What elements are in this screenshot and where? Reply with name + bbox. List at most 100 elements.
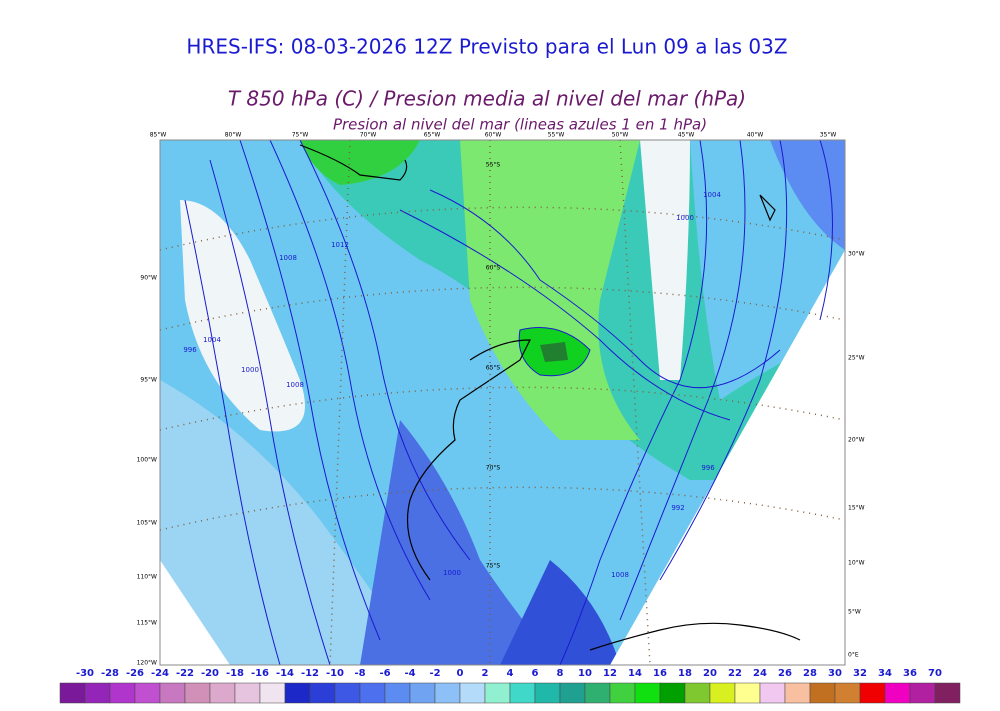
colorbar-box xyxy=(684,682,711,704)
colorbar-label: 4 xyxy=(507,668,514,679)
pressure-label: 992 xyxy=(671,504,684,512)
colorbar-box xyxy=(184,682,211,704)
colorbar-box xyxy=(209,682,236,704)
colorbar-box xyxy=(509,682,536,704)
lon-label: 55°W xyxy=(548,132,565,139)
colorbar-label: 8 xyxy=(557,668,564,679)
colorbar-box xyxy=(159,682,186,704)
colorbar-box xyxy=(409,682,436,704)
lon-label: 75°W xyxy=(292,132,309,139)
colorbar-box xyxy=(584,682,611,704)
lon-label: 30°W xyxy=(848,251,865,258)
colorbar-box xyxy=(934,682,961,704)
colorbar-label: -14 xyxy=(276,668,294,679)
colorbar-box xyxy=(234,682,261,704)
lon-label: 105°W xyxy=(137,520,157,527)
colorbar-label: 20 xyxy=(703,668,717,679)
lon-label: 45°W xyxy=(678,132,695,139)
colorbar: -30 -28 -26 -24 -22 -20 -18 -16 -14 -12 -10 -8 -6 -4-… xyxy=(59,668,961,704)
colorbar-box xyxy=(659,682,686,704)
colorbar-label: -6 xyxy=(379,668,390,679)
colorbar-label: 0 xyxy=(457,668,464,679)
lon-label: 15°W xyxy=(848,505,865,512)
lon-label: 90°W xyxy=(140,275,157,282)
colorbar-box xyxy=(884,682,911,704)
colorbar-label: 14 xyxy=(628,668,642,679)
pressure-label: 1000 xyxy=(676,214,694,222)
colorbar-label: 18 xyxy=(678,668,692,679)
lon-label: 95°W xyxy=(140,377,157,384)
colorbar-label: -28 xyxy=(101,668,119,679)
colorbar-box xyxy=(134,682,161,704)
pressure-label: 1008 xyxy=(279,254,297,262)
colorbar-box xyxy=(309,682,336,704)
colorbar-box xyxy=(484,682,511,704)
colorbar-label: 28 xyxy=(803,668,817,679)
colorbar-label: 2 xyxy=(482,668,489,679)
pressure-label: 1004 xyxy=(703,191,721,199)
lon-label: 40°W xyxy=(747,132,764,139)
subtitle: T 850 hPa (C) / Presion media al nivel d… xyxy=(228,87,746,111)
colorbar-box xyxy=(459,682,486,704)
pressure-label: 1000 xyxy=(443,569,461,577)
colorbar-box xyxy=(359,682,386,704)
colorbar-box xyxy=(734,682,761,704)
lon-label: 120°W xyxy=(137,660,157,667)
colorbar-label: -24 xyxy=(151,668,169,679)
lon-label: 25°W xyxy=(848,355,865,362)
colorbar-label: -20 xyxy=(201,668,219,679)
colorbar-label: -18 xyxy=(226,668,244,679)
colorbar-label: -16 xyxy=(251,668,269,679)
lon-label: 60°W xyxy=(485,132,502,139)
labels: 85°W 80°W 75°W 70°W 65°W 60°W 55°W 50°W 45°W 40°W… xyxy=(137,132,865,667)
colorbar-box xyxy=(534,682,561,704)
colorbar-label: 10 xyxy=(578,668,592,679)
colorbar-label: -26 xyxy=(126,668,144,679)
lon-label: 115°W xyxy=(137,620,157,627)
lat-label: 60°S xyxy=(486,265,501,272)
colorbar-label: 36 xyxy=(903,668,917,679)
colorbar-box xyxy=(259,682,286,704)
colorbar-box xyxy=(809,682,836,704)
lon-label: 80°W xyxy=(225,132,242,139)
lon-label: 70°W xyxy=(360,132,377,139)
pressure-label: 996 xyxy=(701,464,715,472)
colorbar-label: -8 xyxy=(354,668,365,679)
colorbar-label: 26 xyxy=(778,668,792,679)
colorbar-box xyxy=(559,682,586,704)
pressure-label: 1012 xyxy=(331,241,349,249)
map-frame xyxy=(159,139,846,666)
colorbar-box xyxy=(834,682,861,704)
lat-label: 70°S xyxy=(486,465,501,472)
colorbar-box xyxy=(784,682,811,704)
colorbar-label: -2 xyxy=(429,668,440,679)
pressure-label: 996 xyxy=(183,346,197,354)
colorbar-label: -10 xyxy=(326,668,344,679)
colorbar-label: 24 xyxy=(753,668,767,679)
colorbar-box xyxy=(384,682,411,704)
lon-label: 110°W xyxy=(137,574,157,581)
lon-label: 100°W xyxy=(137,457,157,464)
colorbar-label: 32 xyxy=(853,668,867,679)
lon-label: 10°W xyxy=(848,560,865,567)
colorbar-label: -4 xyxy=(404,668,415,679)
colorbar-label: 6 xyxy=(532,668,539,679)
lon-label: 35°W xyxy=(820,132,837,139)
pressure-label: 1008 xyxy=(286,381,304,389)
colorbar-box xyxy=(634,682,661,704)
colorbar-box xyxy=(59,682,86,704)
lon-label: 85°W xyxy=(150,132,167,139)
colorbar-label: -30 xyxy=(76,668,94,679)
colorbar-box xyxy=(609,682,636,704)
colorbar-box xyxy=(709,682,736,704)
colorbar-box xyxy=(284,682,311,704)
lon-label: 5°W xyxy=(848,609,861,616)
colorbar-box xyxy=(334,682,361,704)
colorbar-label: 12 xyxy=(603,668,617,679)
colorbar-label: -22 xyxy=(176,668,194,679)
colorbar-box xyxy=(909,682,936,704)
colorbar-label: 34 xyxy=(878,668,892,679)
colorbar-box xyxy=(84,682,111,704)
